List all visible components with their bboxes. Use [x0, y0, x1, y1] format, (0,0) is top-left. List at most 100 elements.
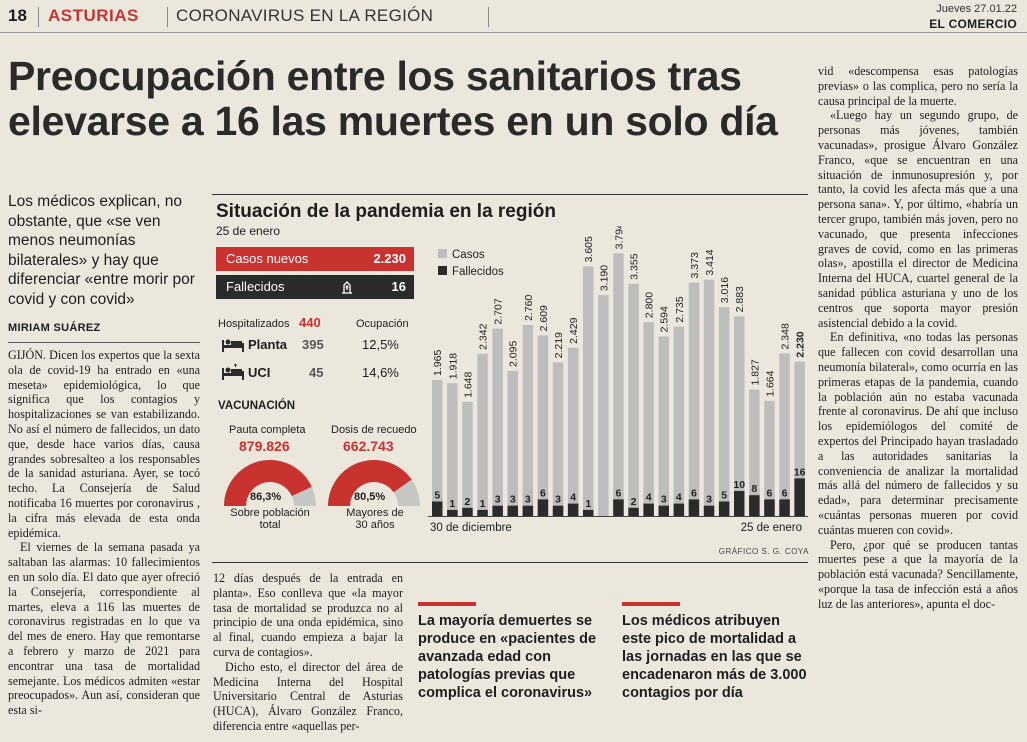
deaths-bar: [749, 495, 760, 516]
body-paragraph: En definitiva, «no todas las personas qu…: [818, 330, 1018, 537]
deaths-bar: [432, 501, 443, 516]
deaths-bar: [794, 478, 805, 516]
cases-bar: [658, 336, 669, 516]
x-end-label: 25 de enero: [741, 522, 802, 534]
body-paragraph: Pero, ¿por qué se producen tantas muerte…: [818, 537, 1018, 611]
body-paragraph: Dicho esto, el director del área de Medi…: [213, 659, 403, 733]
deaths-bar: [643, 503, 654, 516]
cases-bar: [537, 335, 549, 516]
cases-label: 1.965: [432, 350, 444, 376]
cases-label: 1.827: [749, 359, 761, 385]
cases-label: 3.605: [583, 236, 595, 262]
legend-swatch-cases: [438, 249, 447, 258]
lead-paragraph: Los médicos explican, no obstante, que «…: [8, 193, 195, 308]
deaths-label: 3: [525, 494, 531, 506]
body-paragraph: vid «descompensa esas patologías previas…: [818, 64, 1018, 108]
deaths-label: 6: [691, 487, 697, 499]
deaths-bar: [613, 499, 624, 516]
pull-quote-1: La mayoría demuertes se produce en «paci…: [418, 613, 597, 701]
body-column-2: 12 días después de la entrada en planta»…: [213, 571, 403, 742]
cases-label: 3.190: [598, 265, 610, 291]
cases-label: 2.429: [568, 317, 580, 343]
deaths-bar: [447, 509, 458, 516]
icu-value: 45: [309, 365, 324, 380]
deaths-label: 3: [555, 494, 561, 506]
body-paragraph: GIJÓN. Dicen los expertos que la sexta o…: [8, 348, 200, 540]
cases-bar: [447, 383, 458, 516]
cases-bar: [703, 279, 715, 516]
body-column-right: vid «descompensa esas patologías previas…: [818, 64, 1018, 742]
cases-bar: [764, 400, 775, 516]
icu-bed-icon: [222, 364, 244, 380]
gauge-1-title: Pauta completa: [229, 424, 306, 436]
gauge-1-caption: Sobre población total: [229, 507, 311, 531]
legend-swatch-deaths: [438, 266, 447, 275]
deaths-label: 1: [449, 498, 455, 510]
gauge-2-caption-line: 30 años: [355, 519, 395, 531]
body-paragraph: «Luego hay un segundo grupo, de personas…: [818, 108, 1018, 330]
gauge-2-percent: 80,5%: [354, 491, 386, 503]
cases-bar: [507, 370, 518, 516]
deaths-label: 3: [495, 494, 501, 506]
divider: [167, 7, 168, 27]
infographic-title: Situación de la pandemia en la región: [216, 201, 556, 222]
deaths-label: 16: [794, 466, 806, 478]
cases-label: 3.794: [613, 226, 625, 249]
deaths-bar: [462, 507, 473, 516]
gauge-2-caption: Mayores de 30 años: [334, 507, 416, 531]
hospitalized-value: 440: [299, 315, 321, 330]
cases-bar: [673, 326, 685, 516]
infographic-top-rule: [212, 194, 808, 195]
headline: Preocupación entre los sanitarios tras e…: [8, 53, 778, 144]
byline: MIRIAM SUÁREZ: [8, 322, 101, 334]
cases-bar: [734, 316, 745, 516]
body-paragraph: El viernes de la semana pasada ya saltab…: [8, 540, 200, 718]
deaths-label: 6: [767, 487, 773, 499]
gauge-2-caption-line: Mayores de: [346, 507, 404, 519]
cases-bar: [779, 353, 790, 516]
cases-label: 1.918: [447, 353, 459, 379]
cases-bar: [552, 362, 564, 516]
pull-quote-accent: [622, 602, 680, 606]
cases-label: 3.414: [704, 249, 716, 275]
deaths-label: 6: [782, 487, 788, 499]
cases-deaths-bar-chart: 1.965 5 1.918 1 1.648 2 2.342 1 2.707 3 2.095 3 2.76…: [428, 226, 808, 534]
cases-bar: [432, 379, 443, 516]
issue-date: Jueves 27.01.22: [936, 3, 1017, 15]
section-name: ASTURIAS: [48, 6, 139, 25]
body-column-1: GIJÓN. Dicen los expertos que la sexta o…: [8, 348, 200, 742]
graphic-credit: GRÁFICO S. G. COYA: [718, 547, 809, 556]
deaths-bar: [507, 505, 518, 516]
deaths-bar: [628, 507, 639, 516]
cases-label: 2.735: [674, 296, 686, 322]
cases-bar: [628, 283, 639, 516]
deaths-label: Fallecidos: [226, 279, 285, 294]
legend-deaths: Fallecidos: [452, 266, 504, 278]
new-cases-value: 2.230: [373, 251, 406, 266]
deaths-label: 5: [434, 490, 440, 502]
deaths-bar: [537, 499, 549, 516]
page-number: 18: [8, 6, 27, 25]
cases-label: 2.230: [795, 331, 807, 357]
deaths-box: Fallecidos 16: [216, 275, 414, 299]
deaths-label: 4: [646, 492, 652, 504]
header-rule: [0, 32, 1027, 33]
gauge-1: [224, 459, 316, 506]
deaths-label: 4: [570, 492, 576, 504]
cases-label: 2.219: [553, 332, 565, 358]
deaths-label: 3: [510, 494, 516, 506]
deaths-bar: [718, 501, 730, 516]
gauge-2-title: Dosis de recuedo: [331, 424, 417, 436]
cases-bar: [688, 282, 700, 516]
hospital-bed-icon: [222, 339, 244, 352]
deaths-label: 3: [706, 494, 712, 506]
hospitalized-label: Hospitalizados: [218, 318, 290, 330]
deaths-label: 8: [751, 483, 757, 495]
body-paragraph: 12 días después de la entrada en planta»…: [213, 571, 403, 659]
deaths-value: 16: [391, 279, 406, 294]
cases-label: 2.800: [644, 292, 656, 318]
deaths-bar: [477, 509, 488, 516]
cases-bar: [567, 347, 579, 516]
deaths-label: 4: [676, 492, 682, 504]
gauge-1-caption-line: total: [259, 519, 281, 531]
